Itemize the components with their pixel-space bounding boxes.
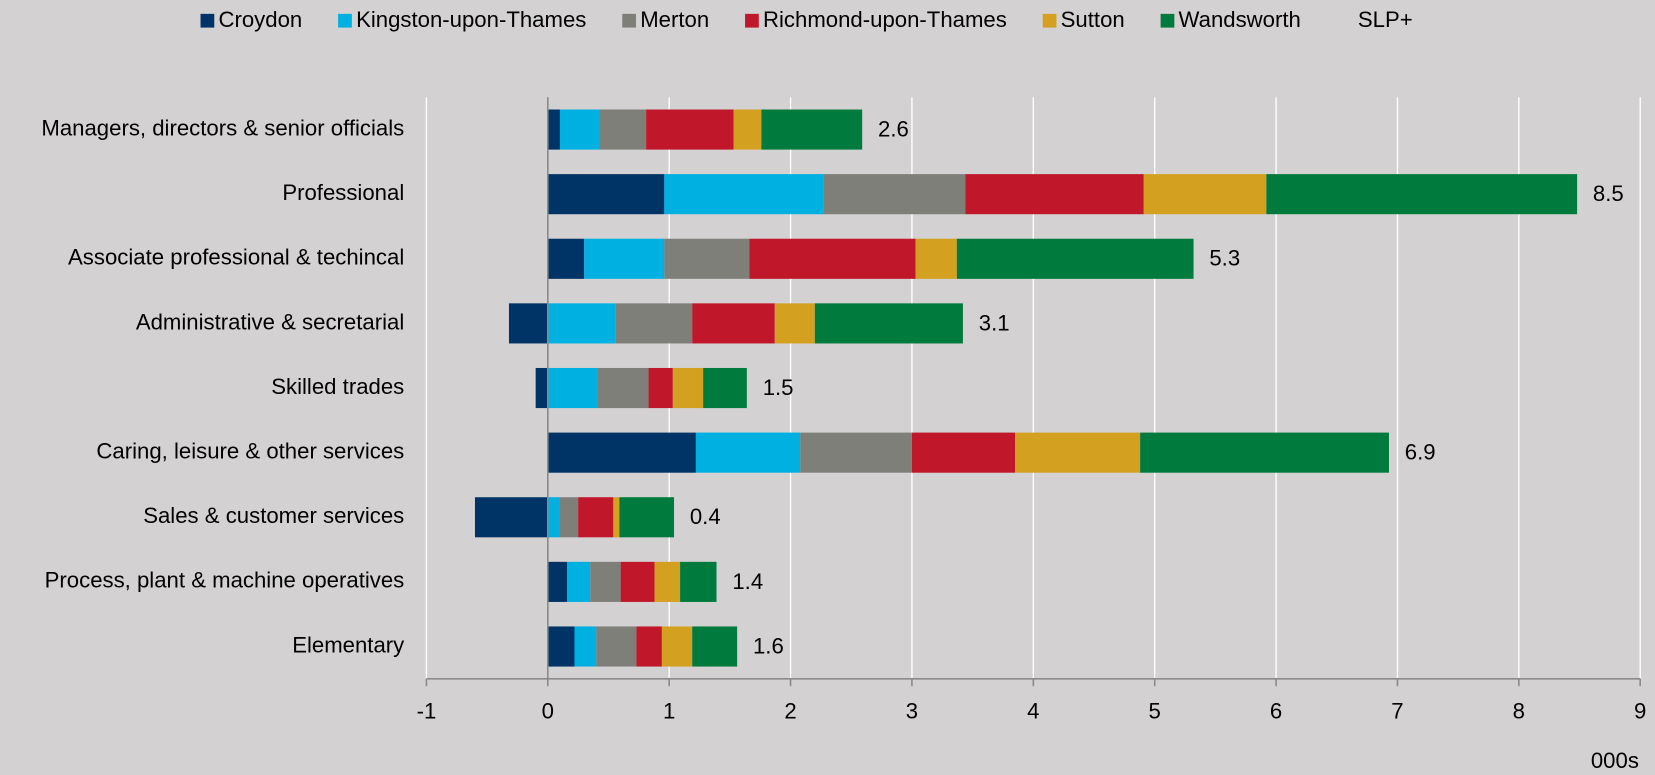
bar-segment (596, 626, 637, 667)
x-tick-label: -1 (417, 698, 437, 723)
bar-segment (508, 303, 548, 344)
data-label: 1.5 (763, 375, 794, 400)
legend-label: Merton (640, 7, 709, 32)
bar-segment (672, 367, 704, 409)
data-label: 8.5 (1593, 181, 1624, 206)
legend-marker (622, 13, 636, 28)
bar-segment (636, 626, 662, 667)
data-label: 1.4 (732, 569, 763, 594)
bar-segment (661, 626, 693, 667)
bar-segment (619, 497, 675, 538)
bar-segment (692, 626, 738, 667)
y-tick-label: Skilled trades (271, 374, 404, 399)
y-tick-label: Caring, leisure & other services (96, 439, 404, 464)
y-tick-label: Associate professional & techincal (68, 245, 404, 270)
bar-segment (547, 367, 598, 409)
bar-segment (584, 238, 665, 279)
legend-marker (338, 13, 352, 28)
legend-label: Kingston-upon-Thames (356, 7, 586, 32)
bar-segment (547, 238, 585, 279)
data-label: 2.6 (878, 116, 909, 141)
x-tick-label: 0 (542, 698, 554, 723)
bar-segment (664, 174, 824, 215)
bar-segment (578, 497, 614, 538)
x-tick-label: 1 (663, 698, 675, 723)
bar-segment (547, 174, 665, 215)
y-tick-label: Process, plant & machine operatives (45, 568, 405, 593)
bar-segment (646, 109, 734, 150)
bar-segment (590, 561, 621, 602)
data-label: 0.4 (690, 504, 721, 529)
legend-label: SLP+ (1358, 7, 1413, 32)
x-tick-label: 5 (1149, 698, 1161, 723)
bar-segment (823, 174, 966, 215)
x-axis-label: 000s (1591, 748, 1639, 773)
bar-segment (965, 174, 1144, 215)
bar-segment (559, 109, 600, 150)
bar-segment (547, 432, 696, 473)
bar-segment (567, 561, 591, 602)
x-tick-label: 7 (1391, 698, 1403, 723)
bar-segment (547, 109, 560, 150)
x-tick-label: 2 (784, 698, 796, 723)
bar-segment (703, 367, 747, 409)
bar-segment (680, 561, 717, 602)
bar-segment (615, 303, 693, 344)
bar-segment (620, 561, 655, 602)
y-tick-label: Sales & customer services (143, 503, 404, 528)
bar-segment (648, 367, 673, 409)
x-tick-label: 8 (1513, 698, 1525, 723)
bar-segment (911, 432, 1016, 473)
bar-segment (547, 561, 568, 602)
x-tick-label: 4 (1027, 698, 1039, 723)
bar-segment (547, 497, 560, 538)
legend-marker (1042, 13, 1057, 28)
bar-segment (749, 238, 916, 279)
bar-segment (695, 432, 801, 473)
bar-segment (692, 303, 775, 344)
bar-segment (613, 497, 620, 538)
bar-segment (1143, 174, 1267, 215)
legend-label: Wandsworth (1179, 7, 1301, 32)
data-label: 6.9 (1405, 440, 1436, 465)
legend-marker (200, 13, 215, 28)
bar-segment (535, 367, 548, 409)
bar-segment (574, 626, 597, 667)
y-tick-label: Professional (282, 180, 404, 205)
bar-segment (474, 497, 548, 538)
bar-segment (664, 238, 750, 279)
legend-marker (1160, 13, 1175, 28)
bar-segment (915, 238, 957, 279)
bar-segment (761, 109, 863, 150)
x-tick-label: 3 (906, 698, 918, 723)
data-label: 5.3 (1209, 246, 1240, 271)
bar-segment (814, 303, 963, 344)
x-tick-label: 9 (1634, 698, 1646, 723)
bar-segment (733, 109, 762, 150)
bar-segment (599, 109, 647, 150)
legend-label: Croydon (218, 7, 302, 32)
bar-segment (597, 367, 649, 409)
legend-label: Richmond-upon-Thames (763, 7, 1007, 32)
x-tick-label: 6 (1270, 698, 1282, 723)
bar-segment (547, 303, 616, 344)
bar-segment (800, 432, 912, 473)
bar-segment (559, 497, 579, 538)
data-label: 3.1 (979, 310, 1010, 335)
data-label: 1.6 (753, 633, 784, 658)
y-tick-label: Managers, directors & senior officials (41, 115, 404, 140)
bar-segment (956, 238, 1194, 279)
bar-segment (1140, 432, 1389, 473)
bar-segment (654, 561, 681, 602)
bar-segment (1266, 174, 1578, 215)
legend-marker (745, 13, 759, 28)
bar-segment (774, 303, 815, 344)
y-tick-label: Administrative & secretarial (136, 309, 404, 334)
bar-segment (1015, 432, 1141, 473)
y-tick-label: Elementary (292, 632, 405, 657)
bar-segment (547, 626, 575, 667)
legend-label: Sutton (1061, 7, 1125, 32)
